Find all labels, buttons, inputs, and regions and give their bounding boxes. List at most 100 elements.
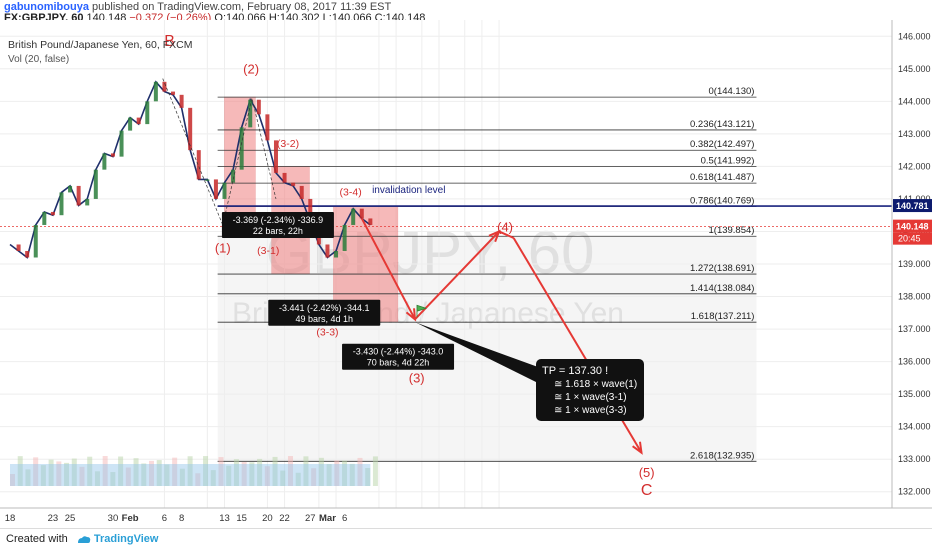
price-candle [334, 250, 339, 258]
price-candle [33, 224, 38, 258]
price-candle [265, 114, 270, 141]
volume-bar [79, 466, 85, 486]
volume-bar [203, 456, 209, 486]
wave-connector [162, 78, 277, 227]
volume-bar [10, 474, 15, 486]
price-candle [248, 99, 253, 128]
price-candle [368, 218, 373, 225]
price-candle [188, 107, 193, 151]
measure-line2: 22 bars, 22h [253, 226, 303, 236]
x-tick-label: 27 [305, 513, 316, 524]
volume-bar [241, 461, 247, 486]
volume-bar [280, 470, 286, 486]
fib-level-label: 1.272(138.691) [690, 263, 754, 274]
volume-bar [172, 457, 178, 486]
highlight-price-tag-label: 140.781 [896, 201, 929, 211]
wave-label: (1) [215, 241, 231, 256]
volume-bar [195, 473, 201, 486]
y-tick-label: 136.000 [898, 357, 931, 367]
price-candle [325, 244, 330, 258]
measure-line1: -3.369 (-2.34%) -336.9 [233, 215, 324, 225]
volume-bar [342, 460, 348, 486]
volume-bar [326, 464, 332, 486]
price-candle [231, 169, 236, 183]
fib-level-label: 0.618(141.487) [690, 172, 754, 183]
price-candle [162, 81, 167, 92]
volume-bar [71, 458, 77, 486]
volume-bar [226, 465, 232, 486]
volume-bar [148, 460, 154, 486]
price-candle [119, 130, 124, 157]
volume-bar [318, 457, 324, 486]
measure-line1: -3.430 (-2.44%) -343.0 [353, 347, 444, 357]
price-chart[interactable]: GBPJPY, 60 British Pound / Japanese Yen … [0, 20, 932, 528]
price-candle [213, 179, 218, 199]
author-link[interactable]: gabunomibouya [4, 1, 89, 13]
volume-bar [249, 462, 255, 486]
price-candle [110, 153, 115, 157]
volume-bar [264, 466, 270, 486]
x-tick-label: 25 [65, 513, 76, 524]
volume-bar [257, 458, 263, 486]
price-candle [16, 244, 21, 251]
x-tick-label: 13 [219, 513, 230, 524]
volume-bar [357, 457, 363, 486]
y-tick-label: 138.000 [898, 292, 931, 302]
wave-label: (5) [639, 465, 655, 480]
price-candle [59, 192, 64, 216]
price-candle [342, 224, 347, 251]
wave-label: (3-2) [277, 138, 299, 150]
volume-bar [102, 456, 108, 486]
x-tick-label: 18 [5, 513, 16, 524]
tradingview-logo[interactable]: TradingView [77, 533, 158, 545]
fib-level-label: 0.786(140.769) [690, 195, 754, 206]
fib-level-label: 0(144.130) [709, 86, 755, 97]
measure-line2: 49 bars, 4d 1h [295, 314, 353, 324]
tp-note-line: ≅ 1 × wave(3-1) [554, 392, 627, 403]
x-tick-label: 23 [48, 513, 59, 524]
last-price-tag [893, 219, 932, 233]
measure-tooltip [342, 343, 455, 370]
fib-level-label: 2.618(132.935) [690, 450, 754, 461]
price-candle [68, 185, 73, 193]
wave-label: (3-1) [257, 245, 279, 257]
price-candle [50, 211, 55, 216]
price-candle [128, 117, 133, 131]
volume-bar [94, 471, 100, 486]
publish-line: gabunomibouya published on TradingView.c… [4, 1, 928, 13]
price-candle [359, 208, 364, 219]
volume-bar [218, 457, 224, 486]
price-candle [222, 182, 227, 199]
price-candle [102, 153, 107, 170]
y-tick-label: 146.000 [898, 31, 931, 41]
y-tick-label: 141.000 [898, 194, 931, 204]
volume-legend: Vol (20, false) [8, 54, 69, 65]
highlight-price-tag [893, 199, 932, 213]
volume-bar [187, 456, 193, 486]
y-tick-label: 145.000 [898, 64, 931, 74]
y-axis [892, 20, 932, 508]
time-tag [893, 232, 932, 245]
y-tick-label: 144.000 [898, 96, 931, 106]
price-candle [42, 211, 47, 225]
volume-bar [210, 470, 216, 486]
fib-level-label: 0.382(142.497) [690, 139, 754, 150]
volume-bar [56, 461, 62, 486]
wave-label: B [164, 33, 175, 50]
volume-bar [372, 456, 378, 486]
measure-tooltip [268, 299, 381, 326]
tp-note-line: ≅ 1 × wave(3-3) [554, 405, 627, 416]
volume-average-area [10, 464, 371, 486]
volume-bar [156, 460, 162, 486]
price-candle [239, 127, 244, 170]
wave-label: (4) [497, 219, 513, 234]
price-candle [273, 140, 278, 173]
tp-note-line: ≅ 1.618 × wave(1) [554, 379, 637, 390]
volume-bar [303, 456, 309, 486]
x-tick-label: 30 [108, 513, 119, 524]
volume-bar [334, 460, 340, 486]
x-tick-label: Mar [319, 513, 336, 524]
price-candle [291, 182, 296, 186]
wave-label: (2) [243, 62, 259, 77]
wave-label: C [641, 482, 653, 499]
